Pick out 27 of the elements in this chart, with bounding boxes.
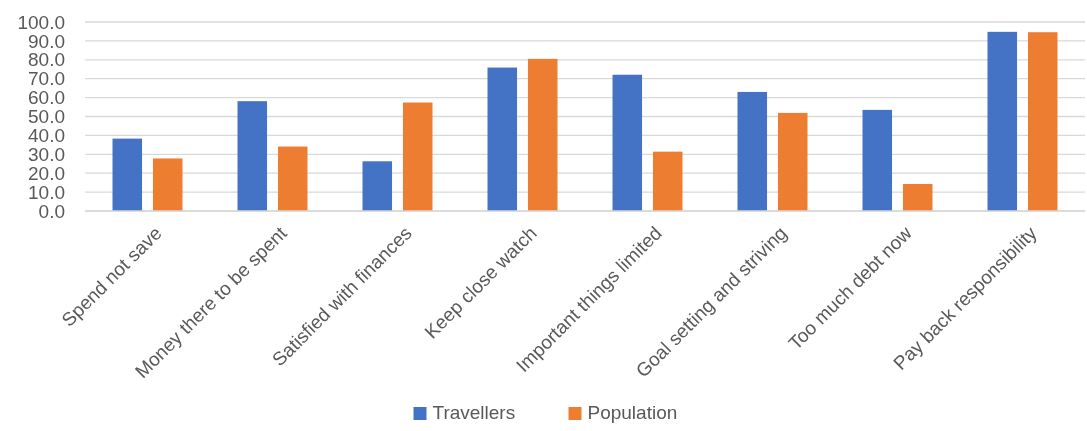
y-tick-label: 50.0 (28, 106, 65, 128)
y-tick-label: 70.0 (28, 68, 65, 90)
y-tick-label: 60.0 (28, 87, 65, 109)
bar (777, 112, 808, 211)
legend-label: Population (587, 402, 678, 423)
bar (527, 58, 558, 211)
bar (987, 31, 1018, 211)
y-tick-label: 20.0 (28, 162, 65, 184)
y-tick-label: 10.0 (28, 181, 65, 203)
bar (902, 183, 933, 211)
bar (652, 151, 683, 211)
bar (1027, 32, 1058, 211)
y-tick-label: 90.0 (28, 30, 65, 52)
legend-label: Travellers (432, 402, 516, 423)
y-tick-label: 0.0 (38, 200, 65, 222)
bar (862, 109, 893, 211)
bar (487, 67, 518, 211)
bar (402, 102, 433, 211)
y-tick-label: 80.0 (28, 49, 65, 71)
bar (112, 138, 143, 211)
bar (152, 158, 183, 211)
bar (737, 91, 768, 211)
y-tick-label: 100.0 (17, 11, 65, 33)
bar (277, 146, 308, 211)
bar (362, 161, 393, 211)
bar (612, 74, 643, 211)
bar (237, 101, 268, 211)
